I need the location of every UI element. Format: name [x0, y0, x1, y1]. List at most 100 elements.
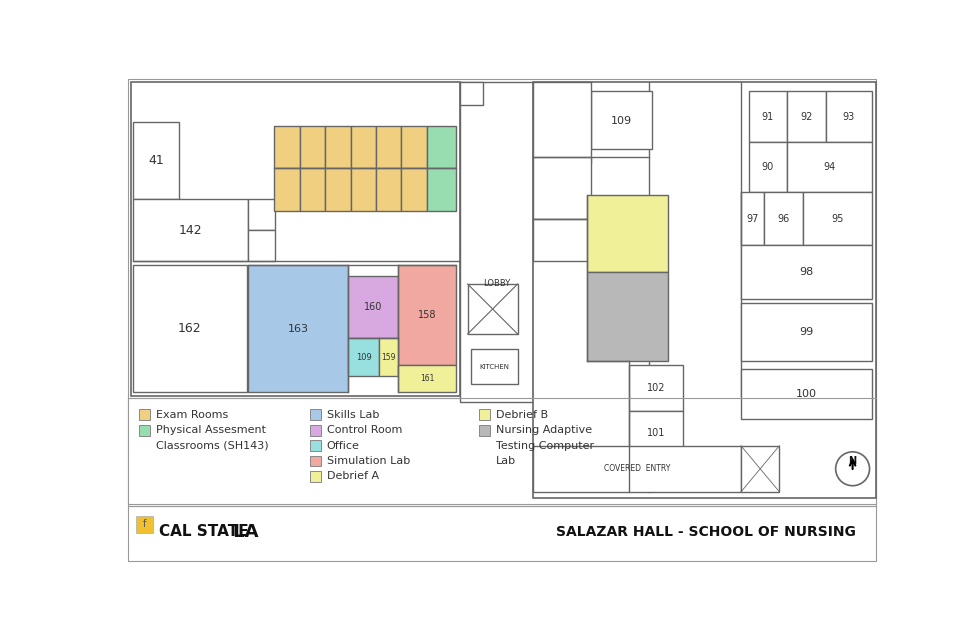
Bar [402, 169, 427, 211]
Bar [128, 506, 876, 561]
Bar [741, 303, 872, 361]
Bar [310, 425, 320, 436]
Bar [826, 91, 872, 141]
Bar [629, 365, 683, 411]
Bar [136, 515, 153, 533]
Bar [533, 157, 591, 219]
Bar [274, 169, 300, 211]
Bar [741, 245, 872, 299]
Text: 90: 90 [761, 162, 774, 172]
Bar [479, 425, 490, 436]
Bar [787, 141, 872, 191]
Text: 158: 158 [418, 310, 437, 320]
Bar [749, 141, 787, 191]
Bar [427, 126, 456, 169]
Bar [139, 425, 150, 436]
Text: 101: 101 [647, 427, 665, 437]
Bar [460, 82, 533, 402]
Text: 161: 161 [420, 374, 435, 383]
Text: 93: 93 [843, 112, 855, 122]
Bar [460, 82, 483, 105]
Bar [128, 398, 876, 504]
Text: 163: 163 [288, 323, 309, 333]
Bar [479, 410, 490, 420]
Text: Lab: Lab [496, 456, 516, 466]
Bar [787, 91, 826, 141]
Bar [348, 338, 379, 377]
Bar [376, 126, 402, 169]
Text: Office: Office [326, 441, 360, 451]
Bar [132, 199, 248, 261]
Text: 102: 102 [647, 383, 665, 393]
Bar [300, 169, 325, 211]
Bar [325, 126, 351, 169]
Bar [803, 191, 872, 245]
Text: 97: 97 [747, 214, 759, 224]
Bar [300, 126, 325, 169]
Bar [310, 410, 320, 420]
Text: Control Room: Control Room [326, 425, 402, 436]
Text: KITCHEN: KITCHEN [479, 364, 510, 370]
Bar [533, 219, 591, 261]
Text: Exam Rooms: Exam Rooms [156, 410, 228, 420]
Bar [351, 169, 376, 211]
Text: N: N [849, 456, 857, 466]
Text: COVERED  ENTRY: COVERED ENTRY [604, 464, 670, 473]
Bar [248, 199, 275, 230]
Bar [310, 471, 320, 482]
Text: Classrooms (SH143): Classrooms (SH143) [156, 441, 269, 451]
Text: Skills Lab: Skills Lab [326, 410, 379, 420]
Text: Debrief A: Debrief A [326, 472, 379, 481]
Polygon shape [131, 82, 460, 396]
Circle shape [836, 452, 869, 486]
Text: SALAZAR HALL - SCHOOL OF NURSING: SALAZAR HALL - SCHOOL OF NURSING [557, 525, 856, 539]
Bar [376, 169, 402, 211]
Text: f: f [142, 519, 146, 529]
Bar [128, 79, 876, 507]
Text: CAL STATE: CAL STATE [159, 524, 249, 540]
Text: 92: 92 [801, 112, 812, 122]
Text: LOBBY: LOBBY [483, 280, 511, 288]
Bar [467, 284, 517, 334]
Text: 91: 91 [761, 112, 774, 122]
Bar [402, 126, 427, 169]
Bar [398, 365, 456, 392]
Bar [132, 122, 179, 199]
Bar [379, 338, 398, 377]
Bar [741, 446, 779, 492]
Bar [533, 82, 876, 498]
Bar [471, 349, 517, 384]
Bar [587, 273, 667, 361]
Text: 95: 95 [831, 214, 844, 224]
Bar [629, 411, 683, 453]
Bar [741, 191, 764, 245]
Text: 142: 142 [178, 224, 202, 236]
Bar [533, 82, 591, 163]
Bar [248, 265, 348, 392]
Text: Testing Computer: Testing Computer [496, 441, 594, 451]
Text: 96: 96 [777, 214, 790, 224]
Text: LA: LA [226, 523, 258, 541]
Bar [587, 195, 667, 273]
Text: 109: 109 [356, 353, 371, 361]
Text: 109: 109 [612, 116, 632, 126]
Text: 160: 160 [364, 302, 382, 312]
Bar [533, 446, 741, 492]
Bar [398, 265, 456, 365]
Text: 98: 98 [800, 268, 813, 278]
Text: 94: 94 [823, 162, 836, 172]
Text: 99: 99 [800, 328, 813, 337]
Bar [427, 169, 456, 211]
Text: 159: 159 [381, 353, 396, 361]
Bar [741, 369, 872, 418]
Text: 100: 100 [796, 389, 817, 399]
Text: Physical Assesment: Physical Assesment [156, 425, 266, 436]
Bar [351, 126, 376, 169]
Bar [274, 126, 300, 169]
Bar [325, 169, 351, 211]
Bar [591, 91, 653, 149]
Bar [132, 265, 247, 392]
Bar [348, 276, 398, 338]
Bar [139, 410, 150, 420]
Bar [310, 440, 320, 451]
